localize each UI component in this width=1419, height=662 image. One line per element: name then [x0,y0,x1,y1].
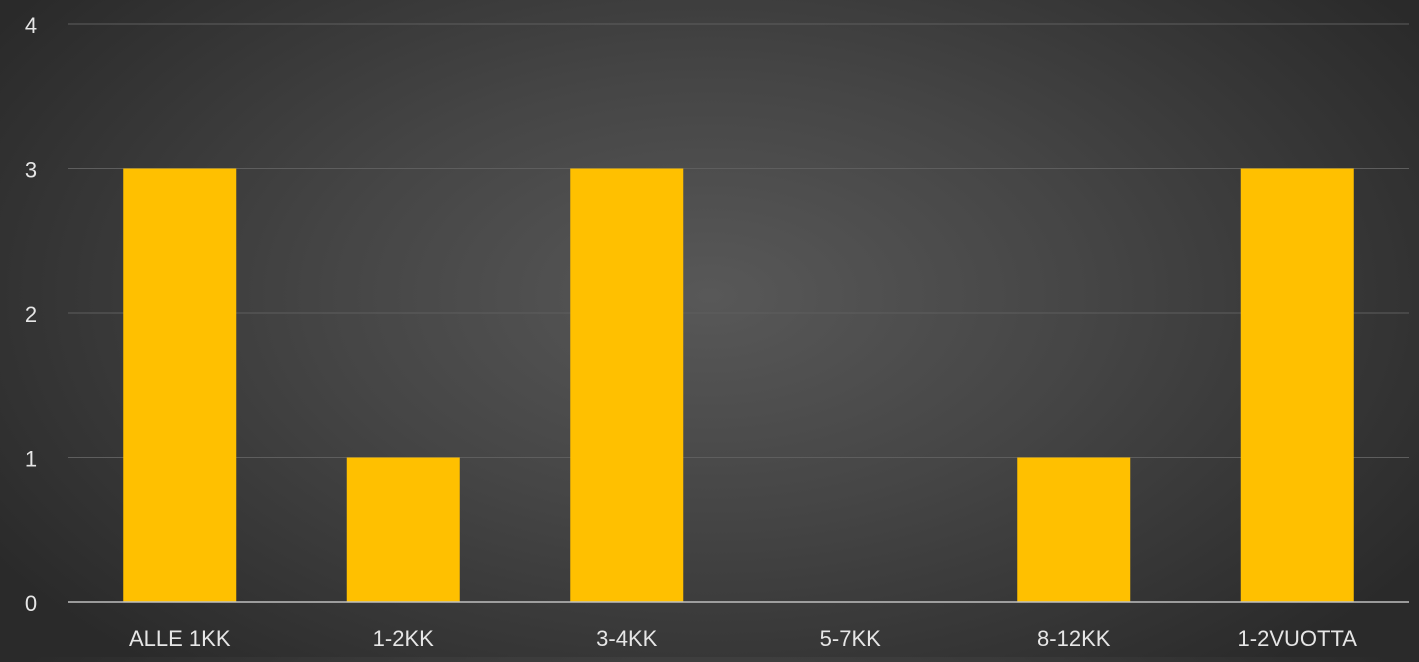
y-tick-label-0: 0 [25,591,37,616]
bars [123,168,1354,602]
x-tick-labels: ALLE 1KK 1-2KK 3-4KK 5-7KK 8-12KK 1-2VUOTTA [129,626,1357,651]
x-tick-label-2: 3-4KK [596,626,657,651]
x-tick-label-4: 8-12KK [1037,626,1111,651]
y-tick-label-1: 1 [25,447,37,472]
x-tick-label-5: 1-2VUOTTA [1238,626,1358,651]
y-tick-label-3: 3 [25,158,37,183]
bar-1 [346,457,460,602]
gridlines [68,23,1409,458]
x-tick-label-3: 5-7KK [820,626,881,651]
x-tick-label-0: ALLE 1KK [129,626,231,651]
x-tick-label-1: 1-2KK [373,626,434,651]
y-tick-label-4: 4 [25,13,37,38]
bar-2 [570,168,684,602]
bar-4 [1017,457,1131,602]
y-tick-labels: 0 1 2 3 4 [25,13,37,616]
bar-5 [1240,168,1354,602]
y-tick-label-2: 2 [25,302,37,327]
bar-0 [123,168,237,602]
